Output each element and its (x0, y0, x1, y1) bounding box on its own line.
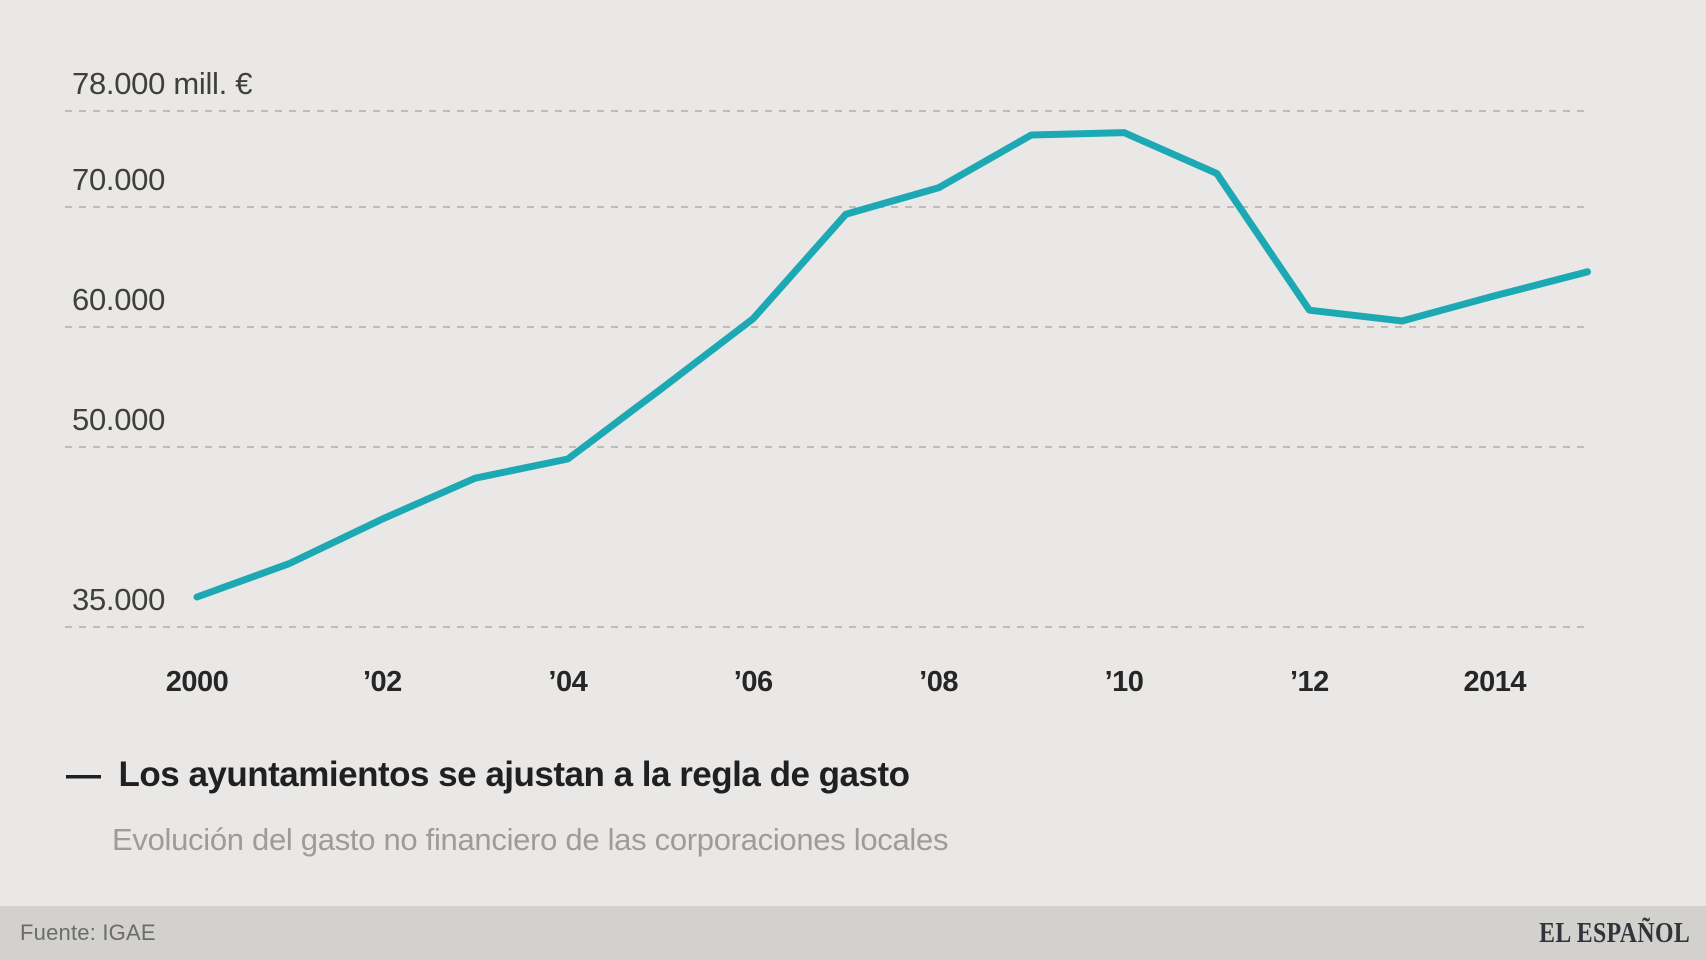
footer-bar: Fuente: IGAE EL ESPAÑOL (0, 906, 1706, 960)
source-label: Fuente: IGAE (20, 920, 156, 945)
chart-svg (65, 110, 1591, 628)
el-espanol-logo: EL ESPAÑOL (1538, 916, 1690, 949)
gridlines-group (65, 110, 1588, 628)
chart-legend: — Los ayuntamientos se ajustan a la regl… (66, 755, 910, 795)
spending-line-series (193, 129, 1591, 601)
chart-subtitle: Evolución del gasto no financiero de las… (112, 822, 949, 857)
chart-title: Los ayuntamientos se ajustan a la regla … (118, 755, 910, 794)
legend-line-icon: — (66, 755, 101, 794)
